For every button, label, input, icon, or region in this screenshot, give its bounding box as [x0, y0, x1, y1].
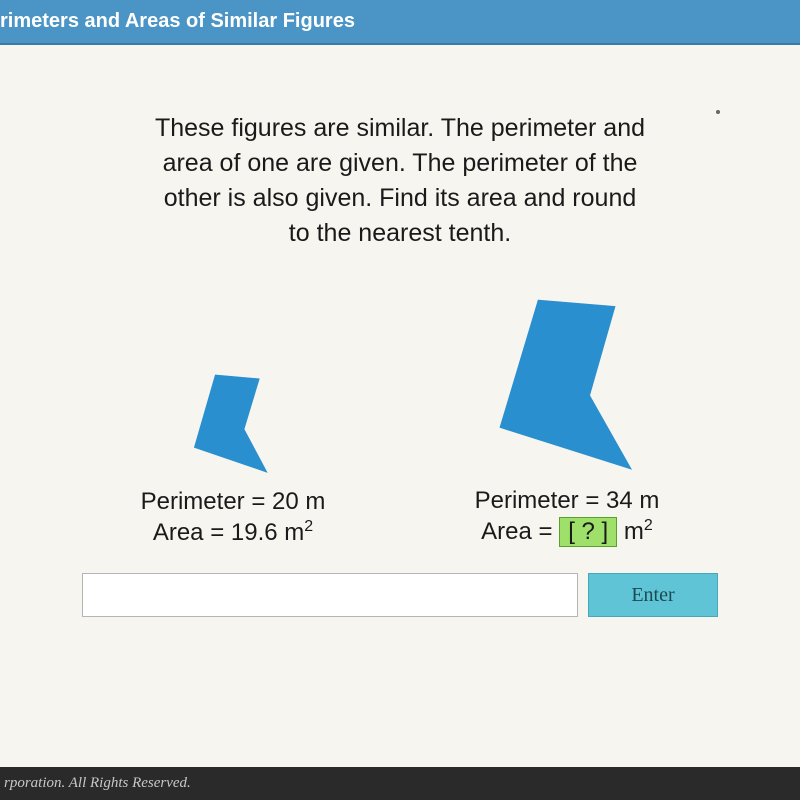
- right-area-label: Area = [ ? ] m2: [481, 517, 653, 547]
- left-perimeter-label: Perimeter = 20 m: [141, 488, 326, 516]
- page-title: rimeters and Areas of Similar Figures: [0, 10, 355, 32]
- instruction-line: area of one are given. The perimeter of …: [163, 149, 638, 177]
- instruction-text: These figures are similar. The perimeter…: [56, 111, 744, 251]
- footer: rporation. All Rights Reserved.: [0, 767, 800, 800]
- left-area-label: Area = 19.6 m2: [153, 518, 313, 547]
- right-area-suffix: m: [617, 518, 644, 545]
- figures-row: Perimeter = 20 m Area = 19.6 m2 Perimete…: [46, 291, 754, 547]
- answer-slot: [ ? ]: [559, 517, 617, 547]
- left-area-value: Area = 19.6 m: [153, 519, 304, 546]
- topbar: rimeters and Areas of Similar Figures: [0, 0, 800, 45]
- instruction-line: other is also given. Find its area and r…: [164, 184, 637, 212]
- left-area-exp: 2: [304, 518, 313, 535]
- large-shape: [413, 291, 720, 481]
- answer-row: Enter: [82, 573, 718, 617]
- footer-text: rporation. All Rights Reserved.: [4, 775, 191, 791]
- answer-input[interactable]: [82, 573, 578, 617]
- instruction-line: to the nearest tenth.: [289, 219, 511, 247]
- enter-button[interactable]: Enter: [588, 573, 718, 617]
- instruction-line: These figures are similar. The perimeter…: [155, 114, 645, 142]
- decorative-dot: [716, 110, 720, 114]
- small-shape: [79, 292, 386, 482]
- content-area: These figures are similar. The perimeter…: [0, 45, 800, 617]
- figure-left: Perimeter = 20 m Area = 19.6 m2: [79, 292, 386, 547]
- right-perimeter-label: Perimeter = 34 m: [475, 487, 660, 515]
- right-area-exp: 2: [644, 517, 653, 534]
- polygon-large-icon: [482, 291, 652, 481]
- figure-right: Perimeter = 34 m Area = [ ? ] m2: [413, 291, 720, 547]
- right-area-prefix: Area =: [481, 518, 559, 545]
- app-window: rimeters and Areas of Similar Figures Th…: [0, 0, 800, 800]
- polygon-small-icon: [185, 367, 280, 482]
